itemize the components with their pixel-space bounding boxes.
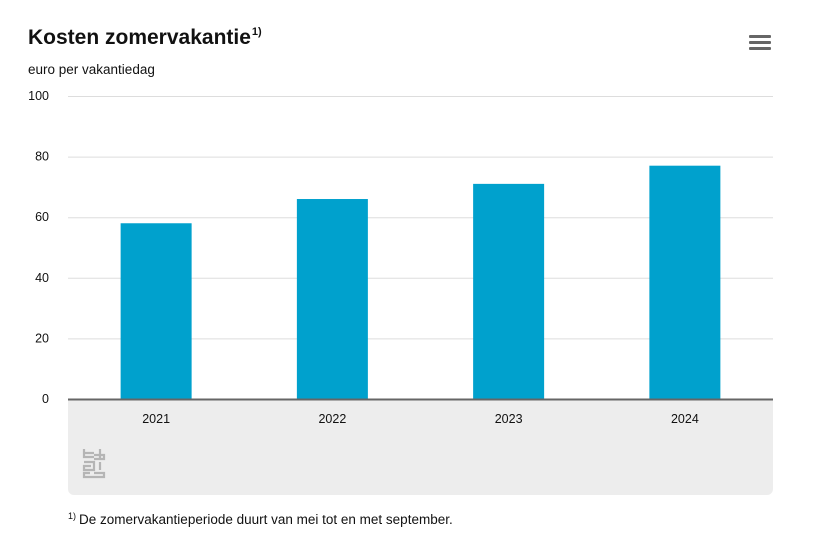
y-tick-label: 80 (35, 150, 49, 164)
chart-title: Kosten zomervakantie1) (28, 26, 262, 50)
bar-2021[interactable] (120, 223, 192, 399)
footnote-text: De zomervakantieperiode duurt van mei to… (79, 512, 453, 527)
bars (120, 165, 721, 399)
cbs-logo-icon (82, 449, 106, 479)
title-footnote-marker: 1) (251, 26, 262, 38)
x-tick-label: 2023 (495, 412, 523, 426)
chart-unit-label: euro per vakantiedag (28, 62, 155, 77)
y-tick-label: 0 (42, 392, 49, 406)
y-tick-label: 40 (35, 271, 49, 285)
footnote-marker: 1) (68, 511, 77, 521)
menu-line (749, 47, 771, 50)
y-tick-label: 60 (35, 210, 49, 224)
y-tick-label: 100 (28, 89, 49, 103)
footnote: 1) De zomervakantieperiode duurt van mei … (68, 511, 453, 527)
menu-line (749, 41, 771, 44)
hamburger-menu-icon[interactable] (749, 34, 771, 52)
y-axis-ticks: 0 20 40 60 80 100 (28, 89, 49, 406)
x-tick-label: 2024 (671, 412, 699, 426)
chart-title-text: Kosten zomervakantie (28, 26, 251, 49)
chart-footer-panel (68, 400, 773, 495)
x-tick-label: 2022 (318, 412, 346, 426)
y-tick-label: 20 (35, 331, 49, 345)
bar-2023[interactable] (473, 183, 545, 399)
bar-2022[interactable] (296, 199, 368, 399)
x-axis-ticks: 2021 2022 2023 2024 (142, 412, 699, 426)
x-tick-label: 2021 (142, 412, 170, 426)
bar-2024[interactable] (649, 165, 721, 399)
menu-line (749, 35, 771, 38)
